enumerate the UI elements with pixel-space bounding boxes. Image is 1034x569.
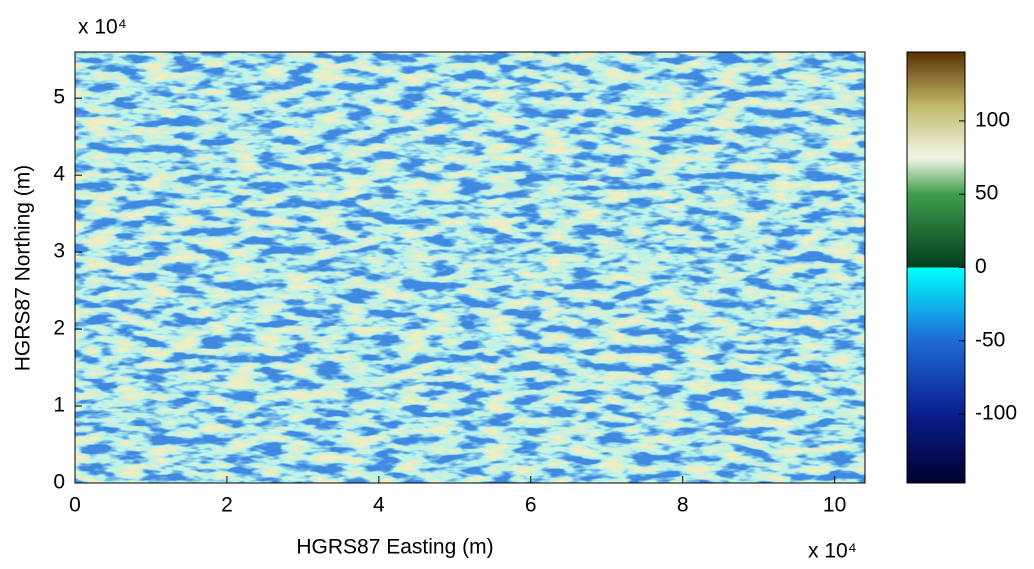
heatmap-texture	[75, 52, 865, 483]
y-multiplier: x 10⁴	[78, 16, 127, 39]
colorbar-tick-label: -50	[975, 328, 1005, 351]
y-tick-label: 5	[53, 86, 65, 109]
x-axis-label: HGRS87 Easting (m)	[296, 536, 493, 559]
colorbar-tick-label: 50	[975, 182, 998, 205]
x-tick-label: 2	[221, 494, 233, 517]
y-tick-label: 4	[53, 163, 65, 186]
x-tick-label: 10	[823, 494, 846, 517]
plot-frame	[74, 51, 866, 484]
colorbar-tick-label: 0	[975, 255, 987, 278]
x-multiplier: x 10⁴	[808, 540, 857, 563]
y-tick-label: 1	[53, 394, 65, 417]
y-tick-label: 0	[53, 471, 65, 494]
colorbar-tick-label: -100	[975, 402, 1017, 425]
x-tick-label: 4	[373, 494, 385, 517]
y-axis-label: HGRS87 Northing (m)	[12, 165, 35, 372]
y-tick-label: 3	[53, 240, 65, 263]
x-tick-label: 0	[69, 494, 81, 517]
colorbar	[906, 51, 966, 484]
x-tick-label: 6	[525, 494, 537, 517]
colorbar-tick-label: 100	[975, 108, 1010, 131]
x-tick-label: 8	[677, 494, 689, 517]
y-tick-label: 2	[53, 317, 65, 340]
